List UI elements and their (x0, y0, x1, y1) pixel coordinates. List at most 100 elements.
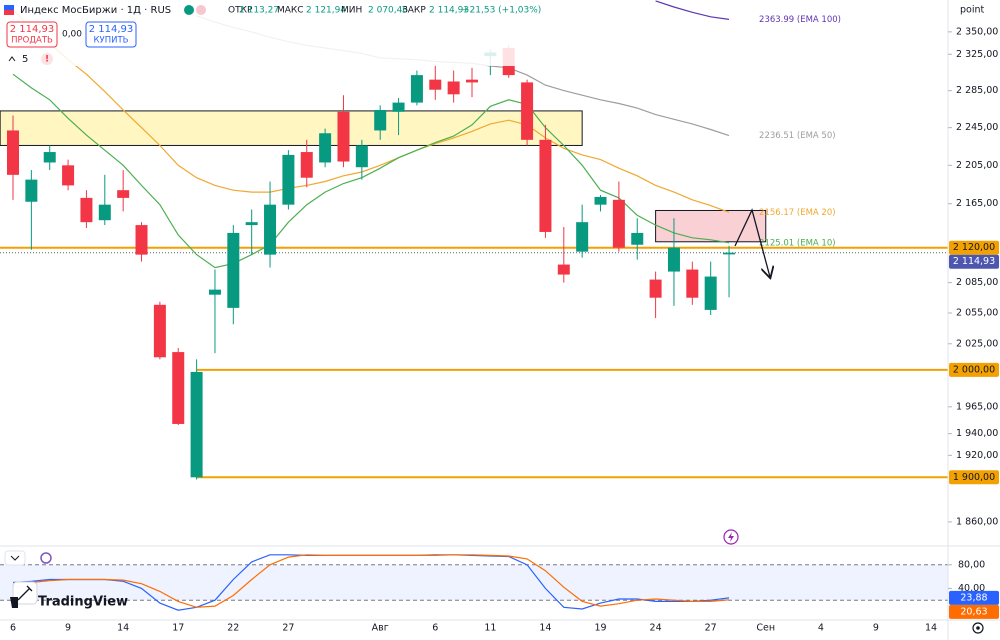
zone (0, 110, 583, 146)
band-fill (0, 564, 948, 601)
ohlc-value: 2 114,93 (429, 6, 469, 16)
ema-label: 2156.17 (EMA 20) (759, 208, 836, 218)
y-tick-label: 2 245,00 (956, 122, 998, 133)
ema-label: 2125.01 (EMA 10) (759, 238, 836, 248)
ema-line (655, 0, 730, 20)
x-tick-label: 11 (484, 623, 496, 634)
x-tick-label: 14 (539, 623, 551, 634)
drawn-arrow (734, 208, 770, 277)
x-tick-label: 6 (10, 623, 16, 634)
candle-body (355, 145, 368, 168)
sell-price[interactable]: 2 114,93 (10, 24, 55, 35)
buy-box[interactable] (85, 21, 137, 48)
ohlc-label: ЗАКР (402, 6, 426, 16)
candle-body (612, 199, 625, 248)
sell-box[interactable] (6, 21, 58, 48)
oscillator-line (12, 554, 730, 608)
flag-icon (4, 10, 14, 15)
y-tick-label: 2 350,00 (956, 26, 998, 37)
collapse-icon[interactable] (8, 56, 16, 62)
last-value-label: 20,63 (960, 606, 987, 617)
y-tick-label: 2 205,00 (956, 160, 998, 171)
candle-body (447, 81, 460, 95)
candle-body (649, 279, 662, 298)
event-icon-bolt (728, 532, 734, 542)
axis-unit: point (960, 5, 985, 16)
candle-body (723, 252, 736, 255)
candle-body (190, 371, 203, 478)
candle-body (704, 276, 717, 310)
candle-body (429, 79, 442, 90)
ema-label: 2236.51 (EMA 50) (759, 131, 836, 141)
buy-price[interactable]: 2 114,93 (89, 24, 134, 35)
buy-label[interactable]: КУПИТЬ (94, 36, 129, 46)
x-tick-label: 6 (432, 623, 438, 634)
alert-icon[interactable] (41, 53, 53, 65)
candle-body (264, 204, 277, 255)
candle-body (153, 304, 166, 358)
last-value-label-box (949, 604, 999, 619)
y-tick-label: 2 165,00 (956, 198, 998, 209)
candle-body (374, 109, 387, 131)
last-value-label-box (949, 590, 999, 605)
buy-button[interactable]: 2 114,93 КУПИТЬ (85, 21, 137, 48)
logo: TradingView (38, 595, 128, 610)
candle-body (245, 222, 258, 226)
y-tick-label: 1 920,00 (956, 450, 998, 461)
x-tick-label: 27 (705, 623, 717, 634)
candle-body (594, 196, 607, 205)
settings-icon[interactable] (972, 622, 984, 634)
ohlc-label: МАКС (277, 6, 304, 16)
candle-body (98, 204, 111, 221)
candle-body (172, 352, 185, 424)
candle-body (410, 75, 423, 103)
candle-body (521, 82, 534, 140)
y-tick-label: 40,00 (958, 583, 985, 594)
level-label-box (949, 240, 999, 255)
price-label: 2 114,93 (953, 256, 995, 267)
candle-body (557, 264, 570, 275)
pane-indicator-icon[interactable] (40, 552, 52, 564)
ohlc-label: МИН (341, 6, 362, 16)
level-label-box (949, 362, 999, 377)
pane-collapse-icon (10, 555, 20, 561)
ema-line (12, 73, 730, 269)
x-tick-label: Авг (372, 623, 389, 634)
ohlc-value: 2 113,27 (239, 6, 279, 16)
y-tick-label: 80,00 (958, 559, 985, 570)
y-tick-label: 2 285,00 (956, 85, 998, 96)
indicator-count[interactable]: 5 (22, 54, 28, 65)
drawing-tool-icon (17, 585, 33, 601)
x-tick-label: 17 (172, 623, 184, 634)
x-tick-label: 9 (873, 623, 879, 634)
logo-mark (10, 597, 18, 608)
x-tick-label: 14 (117, 623, 129, 634)
candle-body (576, 222, 589, 252)
candle-body (25, 179, 38, 202)
ema-label: 2363.99 (EMA 100) (759, 15, 841, 25)
status-icon (196, 5, 206, 15)
candle-body (300, 152, 313, 178)
sell-button[interactable]: 2 114,93 ПРОДАТЬ (6, 21, 58, 48)
candle-body (539, 139, 552, 232)
candle-body (631, 232, 644, 245)
level-label: 1 900,00 (953, 472, 995, 483)
x-tick-label: 24 (650, 623, 662, 634)
candle-body (227, 232, 240, 308)
ohlc-value: 2 070,46 (368, 6, 408, 16)
oscillator-pane (0, 554, 948, 611)
settings-icon-dot (976, 626, 980, 630)
y-tick-label: 2 325,00 (956, 49, 998, 60)
ohlc-value: 2 121,94 (306, 6, 346, 16)
y-tick-label: 1 965,00 (956, 401, 998, 412)
pane-collapse[interactable] (4, 550, 26, 566)
candle-body (466, 79, 478, 83)
sell-label[interactable]: ПРОДАТЬ (11, 36, 53, 46)
candle-body (80, 197, 93, 223)
flag-icon (4, 5, 14, 10)
change: +21,53 (+1,03%) (462, 6, 541, 16)
x-tick-label: 19 (594, 623, 606, 634)
level-label: 2 000,00 (953, 364, 995, 375)
